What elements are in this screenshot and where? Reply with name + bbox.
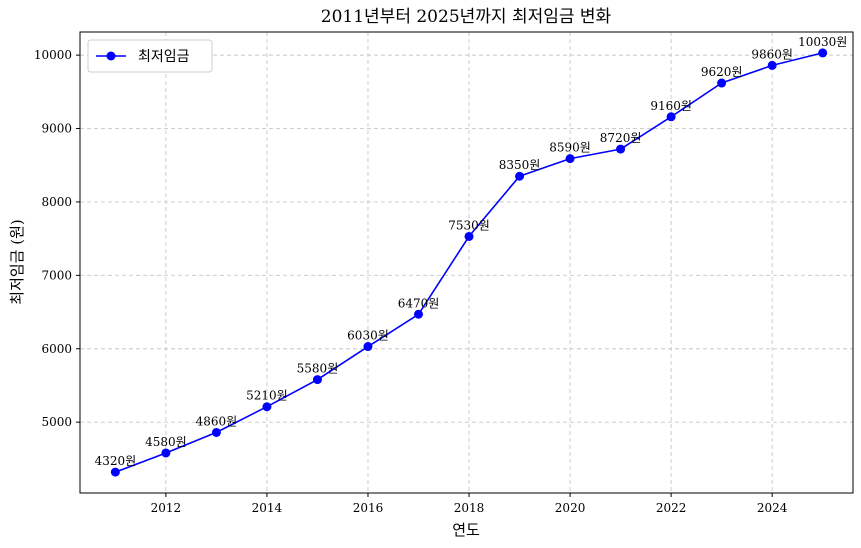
data-label: 10030원	[798, 35, 847, 49]
data-labels: 4320원 4580원 4860원 5210원 5580원 6030원 6470원 7530원…	[95, 35, 848, 468]
data-label: 9160원	[650, 99, 692, 113]
x-tick-label: 2012	[151, 501, 182, 515]
data-point	[717, 78, 727, 88]
data-label: 4580원	[145, 435, 187, 449]
y-axis-ticks: 5000 6000 7000 8000 9000 10000	[34, 48, 80, 429]
data-label: 9620원	[701, 65, 743, 79]
data-point	[211, 427, 221, 437]
data-point	[666, 112, 676, 122]
series-line	[115, 52, 823, 473]
y-tick-label: 5000	[41, 415, 72, 429]
x-axis-ticks: 2012 2014 2016 2018 2020 2022 2024	[151, 493, 788, 515]
data-label: 4860원	[196, 414, 238, 428]
y-tick-label: 10000	[34, 48, 72, 62]
legend-box	[87, 39, 213, 73]
y-tick-label: 7000	[41, 268, 72, 282]
data-point	[414, 309, 424, 319]
data-point	[262, 402, 272, 412]
legend-label: 최저임금	[138, 49, 190, 65]
data-points	[110, 48, 828, 477]
data-point	[818, 48, 828, 58]
data-label: 7530원	[448, 218, 490, 232]
data-point	[312, 375, 322, 385]
x-tick-label: 2014	[252, 501, 283, 515]
data-point	[161, 448, 171, 458]
data-label: 5580원	[297, 362, 339, 376]
y-tick-label: 9000	[41, 122, 72, 136]
x-tick-label: 2022	[656, 501, 687, 515]
data-point	[767, 60, 777, 70]
y-tick-label: 8000	[41, 195, 72, 209]
data-point	[110, 467, 120, 477]
data-point	[363, 342, 373, 352]
y-axis-title: 최저임금 (원)	[8, 219, 26, 304]
data-point	[616, 144, 626, 154]
data-label: 8350원	[499, 158, 541, 172]
data-label: 6470원	[398, 296, 440, 310]
legend: 최저임금	[87, 39, 213, 73]
y-tick-label: 6000	[41, 342, 72, 356]
x-tick-label: 2016	[353, 501, 384, 515]
x-tick-label: 2020	[555, 501, 586, 515]
data-label: 4320원	[95, 454, 137, 468]
data-label: 9860원	[751, 47, 793, 61]
plot-frame	[79, 31, 854, 494]
data-point	[515, 171, 525, 181]
x-axis-title: 연도	[452, 521, 480, 539]
data-point	[565, 154, 575, 164]
legend-marker	[106, 51, 116, 61]
x-tick-label: 2024	[757, 501, 788, 515]
chart-title: 2011년부터 2025년까지 최저임금 변화	[321, 7, 612, 27]
series-line-group	[115, 52, 823, 473]
data-point	[464, 231, 474, 241]
x-tick-label: 2018	[454, 501, 485, 515]
data-label: 8590원	[549, 141, 591, 155]
data-label: 8720원	[600, 131, 642, 145]
data-label: 6030원	[347, 329, 389, 343]
data-label: 5210원	[246, 389, 288, 403]
